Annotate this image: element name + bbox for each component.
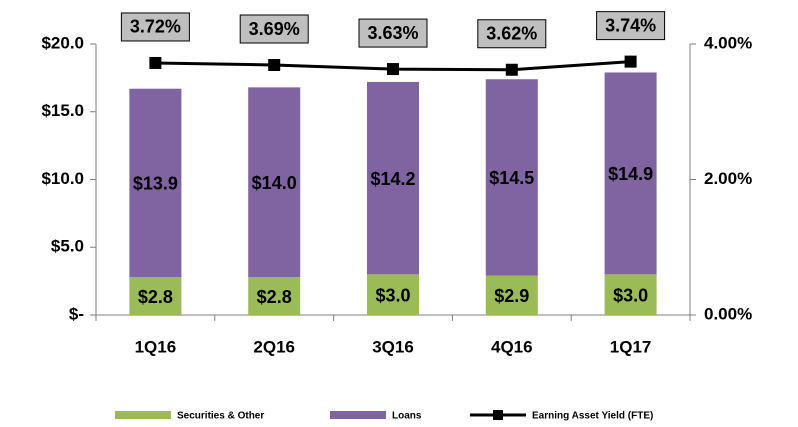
label-box [120, 12, 190, 42]
bar-segment [485, 275, 538, 315]
bar-segment [248, 277, 301, 315]
bar-value-label: $13.9 [133, 174, 178, 194]
yield-marker [268, 59, 281, 72]
legend-label: Securities & Other [177, 411, 264, 422]
bar-segment [367, 81, 419, 275]
bar-value-label: $2.8 [257, 287, 292, 307]
x-tick-label: 1Q17 [610, 337, 652, 356]
bar-value-label: $2.8 [138, 287, 173, 307]
label-box [477, 19, 547, 49]
bar-value-label: $14.9 [608, 164, 653, 184]
y-tick-label: $15.0 [41, 101, 84, 120]
yield-value-label: 3.62% [486, 23, 537, 43]
x-tick-label: 3Q16 [372, 337, 414, 356]
x-tick-label: 1Q16 [135, 337, 177, 356]
yield-value-label: 3.72% [130, 17, 181, 37]
label-box [596, 11, 666, 41]
bar-value-label: $2.9 [494, 286, 529, 306]
label-box [358, 18, 428, 48]
legend-label: Earning Asset Yield (FTE) [532, 411, 653, 422]
bar-segment [129, 277, 182, 315]
yield-marker [624, 55, 637, 68]
yield-marker [505, 63, 518, 76]
y-tick-label: $5.0 [51, 237, 84, 256]
yield-value-label: 3.63% [367, 23, 418, 43]
legend-label: Loans [392, 411, 422, 422]
y2-tick-label: 0.00% [704, 304, 752, 323]
y-tick-label: $20.0 [41, 33, 84, 52]
bar-value-label: $14.0 [252, 173, 297, 193]
bar-segment [604, 72, 657, 275]
bar-segment [485, 79, 538, 276]
y-tick-label: $- [69, 304, 84, 323]
bar-value-label: $14.5 [489, 168, 534, 188]
y2-tick-label: 4.00% [704, 33, 752, 52]
yield-marker [387, 63, 399, 76]
bar-segment [129, 88, 182, 278]
bar-segment [604, 274, 657, 315]
legend-marker [493, 410, 503, 420]
bar-value-label: $3.0 [613, 285, 648, 305]
y-tick-label: $10.0 [41, 169, 84, 188]
label-box [239, 14, 309, 44]
bar-segment [367, 274, 419, 315]
yield-value-label: 3.74% [605, 15, 656, 35]
x-tick-label: 2Q16 [253, 337, 295, 356]
bar-value-label: $3.0 [375, 285, 410, 305]
yield-value-label: 3.69% [249, 19, 300, 39]
bar-value-label: $14.2 [370, 169, 415, 189]
bar-segment [248, 87, 301, 278]
x-tick-label: 4Q16 [491, 337, 533, 356]
legend-swatch [115, 411, 171, 419]
legend-swatch [330, 411, 386, 419]
yield-marker [149, 56, 162, 69]
y2-tick-label: 2.00% [704, 169, 752, 188]
